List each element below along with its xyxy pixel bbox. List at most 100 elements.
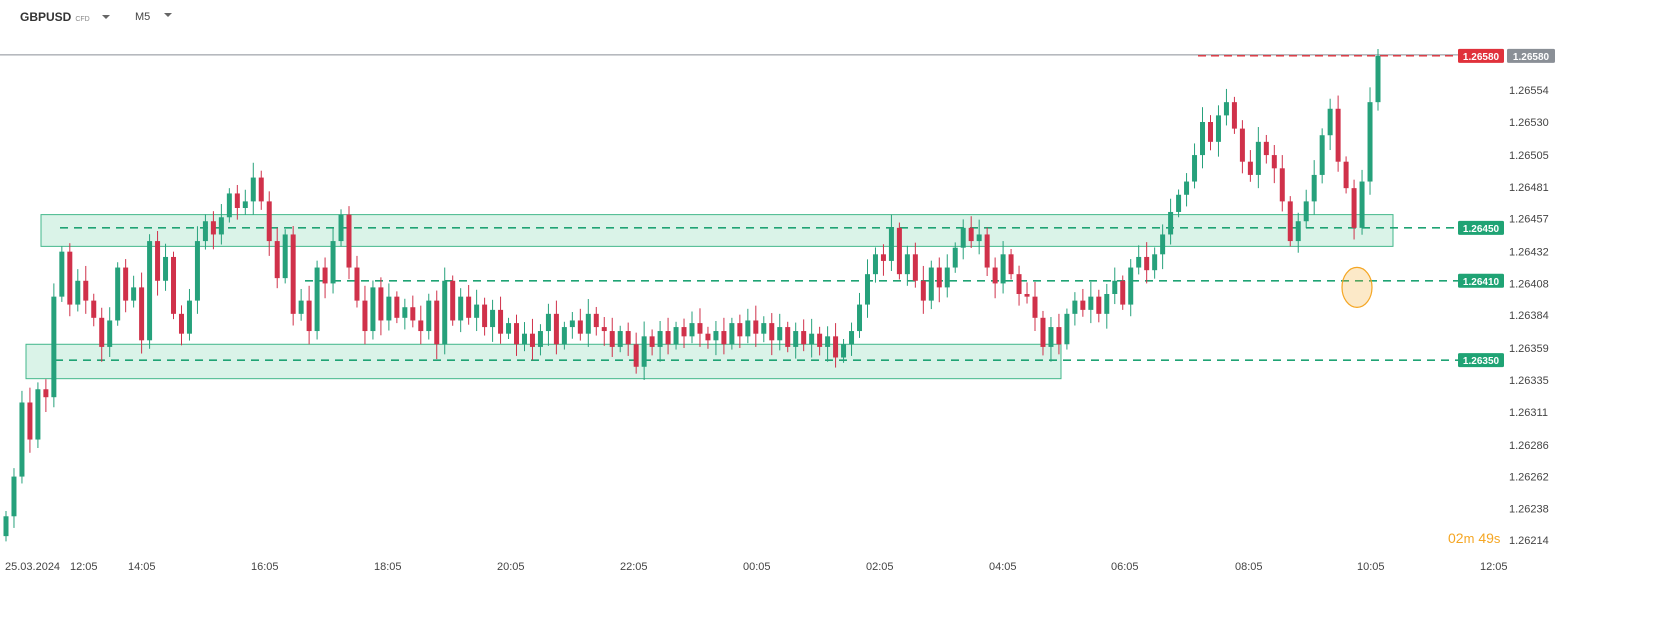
candle-body[interactable] (1367, 102, 1373, 182)
candle-body[interactable] (857, 304, 863, 332)
candle-body[interactable] (537, 331, 543, 347)
candle-body[interactable] (482, 304, 488, 328)
candle-body[interactable] (1080, 300, 1086, 310)
candle-body[interactable] (1359, 181, 1365, 228)
candle-body[interactable] (1263, 141, 1269, 156)
candle-body[interactable] (609, 331, 615, 347)
candle-body[interactable] (434, 300, 440, 345)
candle-body[interactable] (338, 214, 344, 242)
candle-body[interactable] (1144, 256, 1150, 271)
candle-body[interactable] (234, 193, 240, 208)
candle-body[interactable] (1327, 108, 1333, 136)
candle-body[interactable] (274, 241, 280, 279)
candle-body[interactable] (665, 331, 671, 345)
candle-body[interactable] (314, 267, 320, 332)
candle-body[interactable] (354, 267, 360, 301)
candle-body[interactable] (442, 280, 448, 345)
candle-body[interactable] (35, 389, 41, 440)
candle-body[interactable] (689, 323, 695, 337)
candle-body[interactable] (306, 300, 312, 332)
candle-body[interactable] (777, 327, 783, 341)
candle-body[interactable] (378, 287, 384, 321)
candle-body[interactable] (1120, 280, 1126, 305)
candle-body[interactable] (1112, 280, 1118, 294)
candle-body[interactable] (976, 234, 982, 242)
candle-body[interactable] (51, 296, 57, 398)
candle-body[interactable] (1016, 274, 1022, 294)
candle-body[interactable] (585, 313, 591, 334)
candle-body[interactable] (705, 333, 711, 341)
candle-body[interactable] (218, 217, 224, 235)
candle-body[interactable] (426, 300, 432, 332)
candle-body[interactable] (809, 333, 815, 345)
candle-body[interactable] (490, 309, 496, 328)
candle-body[interactable] (1375, 55, 1381, 103)
candle-body[interactable] (1279, 168, 1285, 202)
candle-body[interactable] (458, 296, 464, 321)
candle-body[interactable] (258, 177, 264, 202)
candle-body[interactable] (920, 280, 926, 301)
candle-body[interactable] (386, 296, 392, 321)
candle-body[interactable] (1024, 294, 1030, 297)
candle-body[interactable] (1207, 122, 1213, 142)
candle-body[interactable] (673, 327, 679, 345)
candle-body[interactable] (737, 323, 743, 337)
candle-body[interactable] (59, 251, 65, 297)
candle-body[interactable] (793, 331, 799, 347)
candle-body[interactable] (896, 227, 902, 275)
candle-body[interactable] (410, 307, 416, 321)
candle-body[interactable] (1287, 201, 1293, 242)
candle-body[interactable] (210, 221, 216, 235)
candle-body[interactable] (123, 267, 129, 301)
candle-body[interactable] (27, 402, 33, 440)
candle-body[interactable] (833, 336, 839, 358)
candle-body[interactable] (163, 256, 169, 281)
candle-body[interactable] (593, 313, 599, 328)
candle-body[interactable] (99, 317, 105, 347)
candle-body[interactable] (1136, 256, 1142, 268)
candle-body[interactable] (1096, 296, 1102, 314)
candle-body[interactable] (569, 320, 575, 328)
candle-body[interactable] (83, 280, 89, 301)
candle-body[interactable] (649, 336, 655, 347)
candle-body[interactable] (362, 300, 368, 332)
candle-body[interactable] (880, 254, 886, 261)
candle-body[interactable] (19, 402, 25, 477)
candle-body[interactable] (657, 331, 663, 347)
candle-body[interactable] (131, 287, 137, 301)
candle-body[interactable] (1311, 174, 1317, 202)
candle-body[interactable] (1040, 317, 1046, 347)
candle-body[interactable] (1200, 122, 1206, 156)
support-resistance-zone[interactable] (25, 343, 1062, 380)
candle-body[interactable] (713, 331, 719, 341)
candle-body[interactable] (1048, 327, 1054, 347)
candle-body[interactable] (849, 331, 855, 345)
candle-body[interactable] (952, 247, 958, 268)
candle-body[interactable] (1160, 234, 1166, 255)
candle-body[interactable] (944, 267, 950, 288)
candle-body[interactable] (1215, 115, 1221, 142)
candle-body[interactable] (801, 331, 807, 345)
candle-body[interactable] (1303, 201, 1309, 222)
candle-body[interactable] (968, 227, 974, 242)
candle-body[interactable] (67, 251, 73, 305)
candle-body[interactable] (1008, 254, 1014, 275)
candle-body[interactable] (194, 241, 200, 301)
candle-body[interactable] (1104, 294, 1110, 314)
candle-body[interactable] (75, 280, 81, 305)
candle-body[interactable] (625, 331, 631, 345)
candle-body[interactable] (298, 300, 304, 314)
candle-body[interactable] (1184, 181, 1190, 195)
candle-body[interactable] (1032, 296, 1038, 318)
candle-body[interactable] (745, 320, 751, 337)
candle-body[interactable] (936, 267, 942, 288)
candle-body[interactable] (107, 320, 113, 347)
candle-body[interactable] (139, 287, 145, 341)
candle-body[interactable] (1192, 155, 1198, 182)
candle-body[interactable] (1335, 108, 1341, 162)
candle-body[interactable] (1231, 102, 1237, 129)
candle-body[interactable] (872, 254, 878, 275)
candle-body[interactable] (402, 307, 408, 318)
candle-body[interactable] (394, 296, 400, 318)
